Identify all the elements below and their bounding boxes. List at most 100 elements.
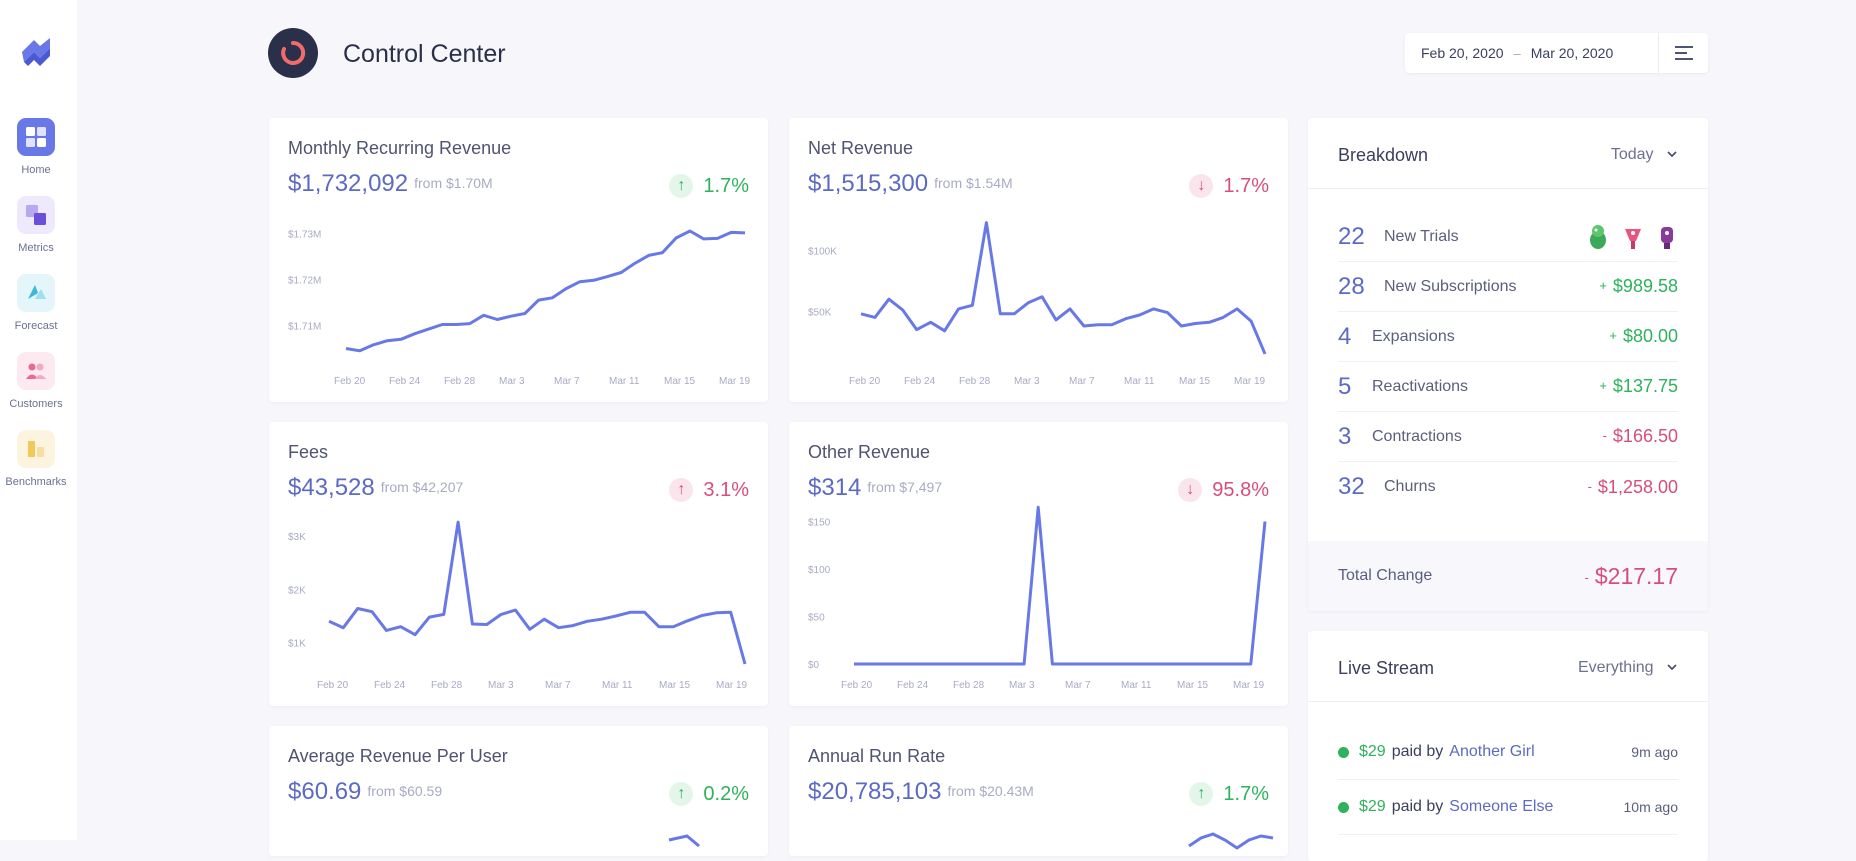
breakdown-row[interactable]: 22 New Trials: [1338, 212, 1678, 262]
card-value: $314 from $7,497: [808, 474, 943, 501]
card-change: ↑ 1.7%: [669, 174, 749, 198]
change-percent: 1.7%: [703, 174, 749, 197]
row-count: 3: [1338, 422, 1352, 450]
row-label: Reactivations: [1372, 377, 1469, 395]
y-tick-label: $150: [808, 518, 831, 529]
total-label: Total Change: [1338, 567, 1433, 584]
breakdown-filter-dropdown[interactable]: Today: [1611, 146, 1678, 164]
other-revenue-chart: $0 $50 $100 $150 Feb 20 Feb 24 Feb 28 Mar 3 Mar …: [808, 505, 1267, 691]
metric-card-other-revenue[interactable]: Other Revenue $314 from $7,497 ↓ 95.8% $0…: [789, 422, 1288, 706]
card-from: from $20.43M: [947, 783, 1034, 799]
y-tick-label: $3K: [288, 532, 306, 543]
arrow-up-icon: ↑: [1189, 782, 1214, 806]
sidebar-item-benchmarks[interactable]: Benchmarks: [0, 430, 72, 488]
arr-line: [1188, 832, 1274, 850]
metric-card-arr[interactable]: Annual Run Rate $20,785,103 from $20.43M …: [789, 726, 1288, 856]
x-tick-label: Mar 11: [609, 376, 640, 387]
x-tick-label: Feb 24: [897, 680, 929, 691]
x-tick-label: Mar 15: [659, 680, 691, 691]
card-title: Average Revenue Per User: [288, 746, 508, 766]
breakdown-row[interactable]: 32 Churns - $1,258.00: [1338, 462, 1678, 512]
row-amount: + $137.75: [1599, 376, 1678, 396]
row-count: 5: [1338, 372, 1352, 400]
card-change: ↑ 0.2%: [669, 782, 749, 806]
sidebar-item-home[interactable]: Home: [0, 118, 72, 176]
mrr-chart: $1.71M $1.72M $1.73M Feb 20 Feb 24 Feb 28 Mar …: [288, 229, 751, 387]
arpu-line: [668, 834, 700, 848]
fees-chart: $1K $2K $3K Feb 20 Feb 24 Feb 28 Mar 3 Mar 7 Mar…: [288, 520, 748, 691]
arrow-down-icon: ↓: [1178, 478, 1203, 502]
metric-card-mrr[interactable]: Monthly Recurring Revenue $1,732,092 from…: [269, 118, 768, 402]
arrow-up-icon: ↑: [669, 478, 694, 502]
metric-card-net-revenue[interactable]: Net Revenue $1,515,300 from $1.54M ↓ 1.7%…: [789, 118, 1288, 402]
metrics-icon: [17, 196, 55, 234]
row-label: Contractions: [1372, 427, 1462, 445]
live-stream-item[interactable]: $29 paid by Another Girl 9m ago: [1338, 725, 1678, 780]
row-amount: - $166.50: [1602, 426, 1678, 446]
arrow-down-icon: ↓: [1189, 174, 1214, 198]
sidebar-item-label: Forecast: [14, 320, 58, 332]
breakdown-row[interactable]: 4 Expansions + $80.00: [1338, 312, 1678, 362]
breakdown-row[interactable]: 28 New Subscriptions + $989.58: [1338, 262, 1678, 312]
x-tick-label: Feb 28: [444, 376, 476, 387]
sidebar-item-metrics[interactable]: Metrics: [0, 196, 72, 254]
sidebar-item-forecast[interactable]: Forecast: [0, 274, 72, 332]
live-stream-panel: Live Stream Everything $29 paid by Anoth…: [1308, 631, 1708, 861]
payment-amount: $29: [1359, 798, 1386, 815]
y-tick-label: $50: [808, 613, 825, 624]
arr-chart: [1188, 832, 1274, 850]
x-tick-label: Mar 19: [1233, 680, 1265, 691]
live-stream-header: Live Stream Everything: [1308, 631, 1708, 702]
x-tick-label: Feb 24: [374, 680, 406, 691]
x-tick-label: Mar 15: [664, 376, 696, 387]
card-value: $20,785,103 from $20.43M: [808, 778, 1034, 805]
chevron-down-icon: [1667, 664, 1677, 671]
breakdown-total: Total Change - $217.17: [1308, 541, 1708, 611]
breakdown-row[interactable]: 3 Contractions - $166.50: [1338, 412, 1678, 462]
series-line: [860, 221, 1267, 355]
card-from: from $1.70M: [414, 175, 493, 191]
card-change: ↓ 95.8%: [1178, 478, 1269, 502]
card-from: from $7,497: [867, 479, 943, 495]
breakdown-title: Breakdown: [1338, 145, 1429, 165]
live-stream-filter-dropdown[interactable]: Everything: [1578, 659, 1678, 677]
breakdown-panel: Breakdown Today 22 New Trials 28 New Sub…: [1308, 118, 1708, 611]
card-title: Net Revenue: [808, 138, 914, 158]
card-title: Monthly Recurring Revenue: [288, 138, 512, 158]
live-stream-title: Live Stream: [1338, 658, 1435, 678]
card-from: from $42,207: [380, 479, 464, 495]
avatar-pink-icon: [1625, 228, 1641, 249]
x-tick-label: Feb 24: [904, 376, 936, 387]
date-start[interactable]: Feb 20, 2020: [1421, 45, 1504, 61]
row-count: 32: [1338, 473, 1365, 500]
date-range-picker[interactable]: Feb 20, 2020 – Mar 20, 2020: [1405, 33, 1708, 73]
live-stream-item[interactable]: $29 paid by Someone Else 10m ago: [1338, 780, 1678, 835]
date-end[interactable]: Mar 20, 2020: [1530, 45, 1614, 61]
card-change: ↑ 3.1%: [669, 478, 749, 502]
customer-link[interactable]: Someone Else: [1449, 798, 1554, 815]
payment-text: paid by: [1391, 798, 1444, 815]
timestamp: 10m ago: [1623, 799, 1678, 815]
metric-card-fees[interactable]: Fees $43,528 from $42,207 ↑ 3.1% $1K $2K $3…: [269, 422, 768, 706]
sidebar-item-label: Benchmarks: [5, 476, 67, 488]
arrow-up-icon: ↑: [669, 174, 694, 198]
x-tick-label: Mar 7: [1065, 680, 1091, 691]
card-change: ↓ 1.7%: [1189, 174, 1269, 198]
customer-link[interactable]: Another Girl: [1449, 743, 1535, 760]
sidebar-item-label: Metrics: [18, 242, 54, 254]
sidebar: Home Metrics Forecast Customers Benchmar…: [0, 0, 77, 840]
x-tick-label: Mar 15: [1179, 376, 1211, 387]
x-tick-label: Mar 15: [1177, 680, 1209, 691]
avatar-green-icon: [1590, 224, 1606, 249]
card-title: Fees: [288, 442, 329, 462]
breakdown-row[interactable]: 5 Reactivations + $137.75: [1338, 362, 1678, 412]
status-dot-icon: [1338, 801, 1349, 813]
row-count: 4: [1338, 322, 1352, 350]
sidebar-item-label: Home: [21, 164, 51, 176]
metric-card-arpu[interactable]: Average Revenue Per User $60.69 from $60.…: [269, 726, 768, 856]
menu-button[interactable]: [1658, 33, 1708, 73]
x-tick-label: Feb 20: [841, 680, 873, 691]
sidebar-item-customers[interactable]: Customers: [0, 352, 72, 410]
x-tick-label: Mar 11: [1121, 680, 1152, 691]
baremetrics-logo-icon[interactable]: [14, 30, 58, 74]
